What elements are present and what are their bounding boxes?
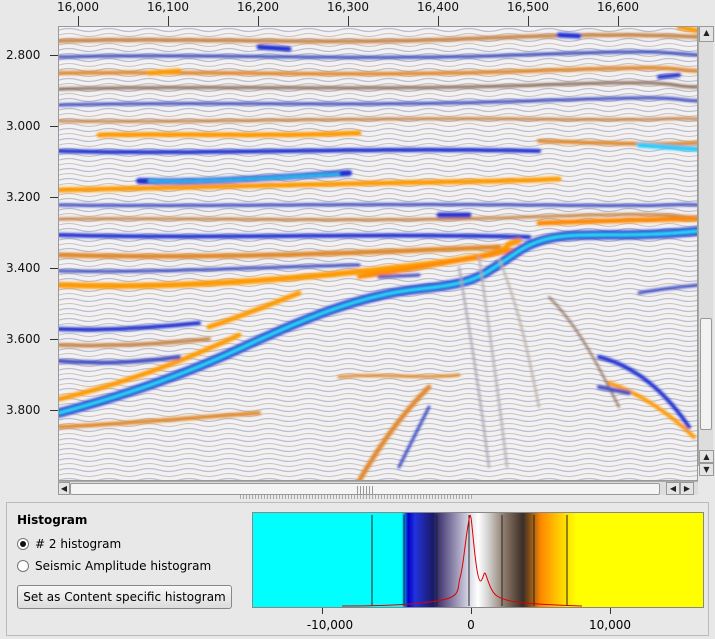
horizontal-scrollbar[interactable]: ◀ ◀ ▶ [58,481,698,495]
histogram-panel: Histogram # 2 histogram Seismic Amplitud… [6,502,709,636]
histogram-curve [341,514,583,607]
histogram-tick-label: 10,000 [589,618,631,632]
tick-mark [50,339,58,340]
trace-tick-label: 16,600 [597,0,639,14]
panel-splitter-handle[interactable] [240,495,472,499]
tick-mark [348,16,349,26]
tick-mark [50,410,58,411]
vertical-scroll-thumb[interactable] [700,318,712,430]
set-content-histogram-button[interactable]: Set as Content specific histogram [17,585,232,609]
trace-tick-label: 16,500 [507,0,549,14]
scroll-up-icon[interactable]: ▲ [699,450,714,463]
histogram-tick-label: -10,000 [306,618,354,632]
radio-selected-icon[interactable] [17,538,29,550]
radio-option-seismic-amplitude[interactable]: Seismic Amplitude histogram [17,559,211,573]
time-tick-label: 2.800 [6,48,41,62]
scroll-left-icon[interactable]: ◀ [58,482,70,495]
tick-mark [528,16,529,26]
tick-mark [50,55,58,56]
tick-mark [471,608,472,614]
tick-mark [610,608,611,614]
tick-mark [168,16,169,26]
trace-tick-label: 16,100 [147,0,189,14]
scroll-up-icon[interactable]: ▲ [699,26,714,42]
radio-unselected-icon[interactable] [17,560,29,572]
radio-option-2-histogram[interactable]: # 2 histogram [17,537,121,551]
time-tick-label: 3.000 [6,119,41,133]
trace-tick-label: 16,300 [327,0,369,14]
histogram-plot [341,514,583,607]
tick-mark [78,16,79,26]
scroll-left-icon[interactable]: ◀ [666,482,680,495]
seismic-image [59,27,697,480]
time-axis: 2.800 3.000 3.200 3.400 3.600 3.800 [0,26,58,481]
tick-mark [50,268,58,269]
seismic-section-view[interactable] [58,26,698,481]
histogram-tick-label: 0 [467,618,475,632]
trace-axis: 16,000 16,100 16,200 16,300 16,400 16,50… [57,0,698,26]
tick-mark [50,197,58,198]
scroll-down-icon[interactable]: ▼ [699,463,714,476]
tick-mark [258,16,259,26]
tick-mark [618,16,619,26]
tick-mark [438,16,439,26]
scroll-right-icon[interactable]: ▶ [680,482,694,495]
colormap-bar [252,512,704,608]
trace-tick-label: 16,400 [417,0,459,14]
time-tick-label: 3.400 [6,261,41,275]
time-tick-label: 3.600 [6,332,41,346]
histogram-x-axis: -10,000 0 10,000 [252,608,704,634]
tick-mark [50,126,58,127]
tick-mark [322,608,323,614]
time-tick-label: 3.200 [6,190,41,204]
panel-title: Histogram [17,513,88,527]
grip-icon [357,486,373,494]
vertical-scrollbar[interactable]: ▲ ▲ ▼ [698,26,714,476]
trace-tick-label: 16,000 [57,0,99,14]
trace-tick-label: 16,200 [237,0,279,14]
horizontal-scroll-thumb[interactable] [70,483,660,495]
radio-label: Seismic Amplitude histogram [35,559,212,573]
time-tick-label: 3.800 [6,403,41,417]
radio-label: # 2 histogram [35,537,122,551]
histogram-chart[interactable]: -10,000 0 10,000 [252,512,704,634]
